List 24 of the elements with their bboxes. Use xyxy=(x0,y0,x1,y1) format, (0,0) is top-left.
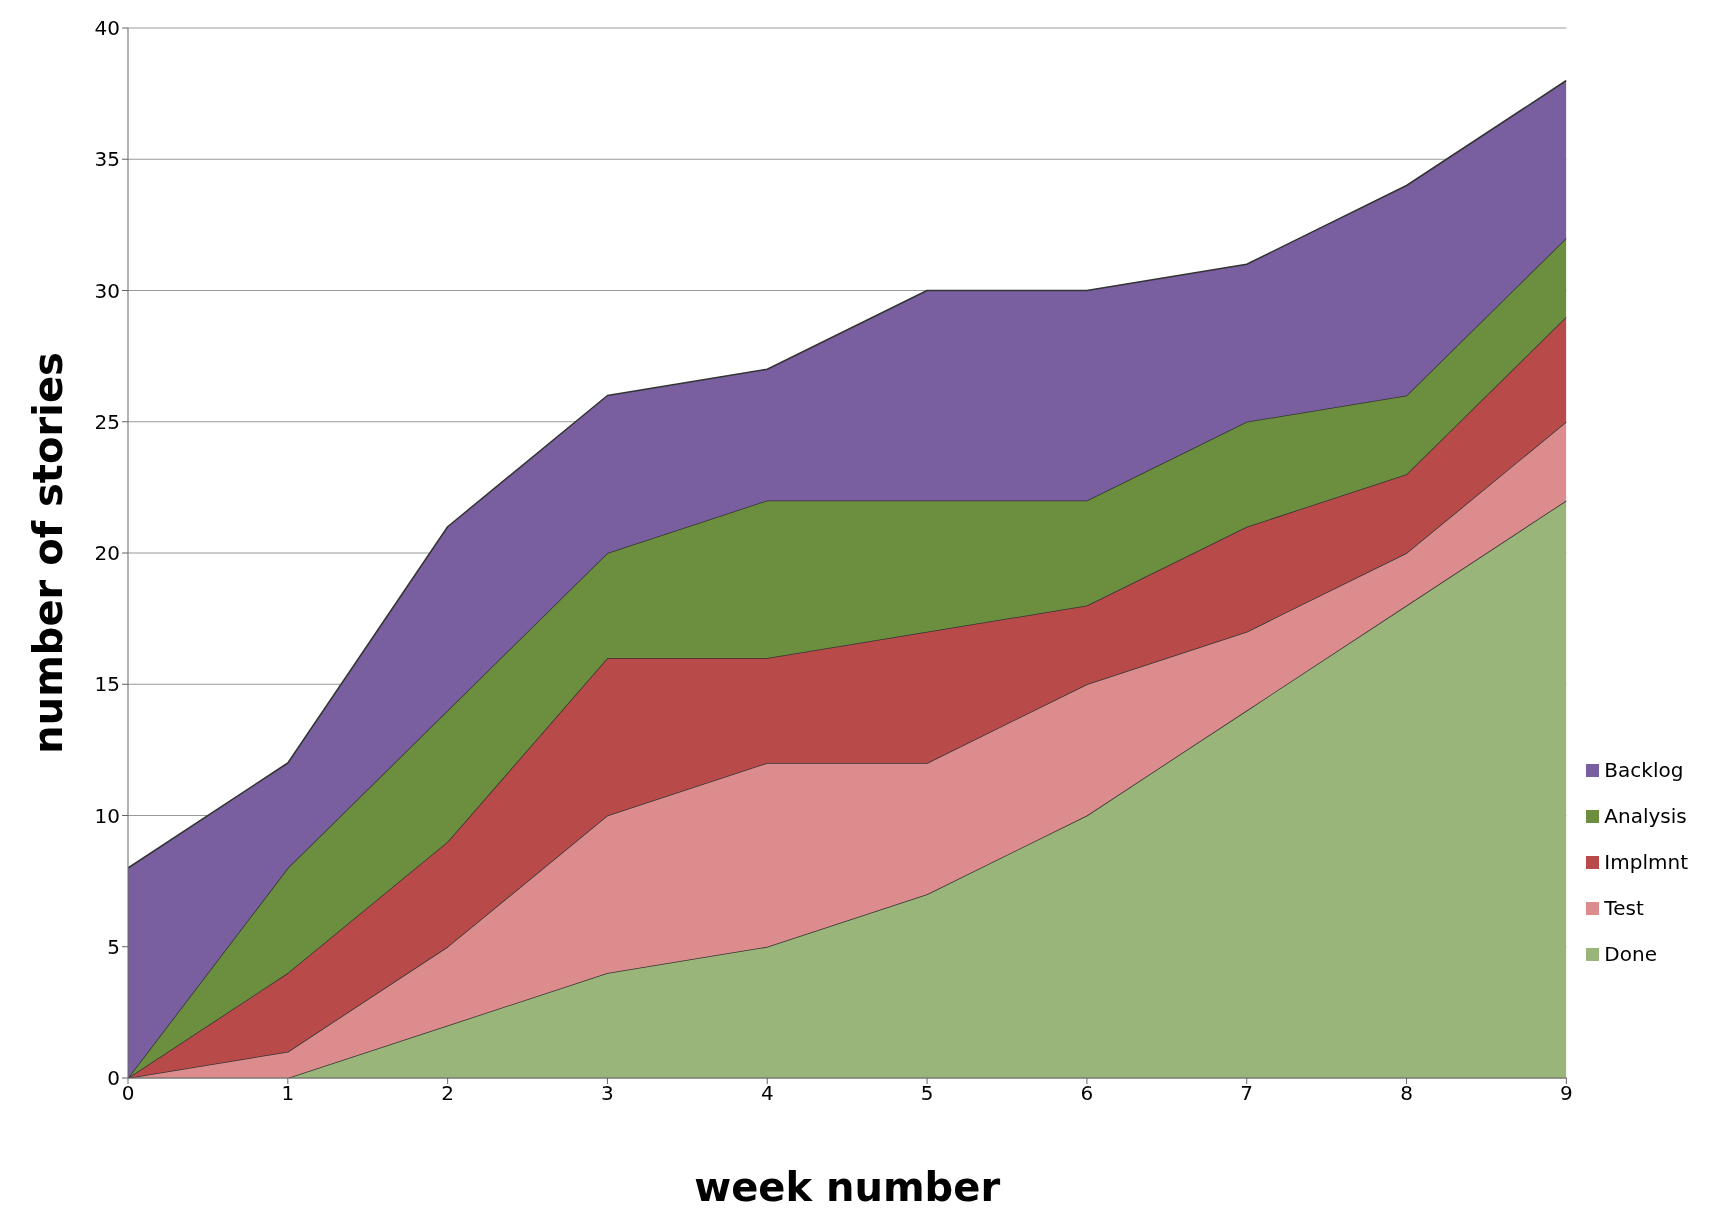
legend-label: Test xyxy=(1604,896,1644,920)
x-tick-label: 9 xyxy=(1559,1081,1573,1106)
y-tick-label: 30 xyxy=(94,278,120,303)
y-tick-label: 25 xyxy=(94,409,120,434)
y-tick-label: 20 xyxy=(94,541,120,566)
x-tick-label: 1 xyxy=(281,1081,295,1106)
x-tick-label: 4 xyxy=(760,1081,774,1106)
x-tick-label: 8 xyxy=(1400,1081,1413,1106)
x-tick-label: 7 xyxy=(1240,1081,1254,1106)
y-tick-label: 40 xyxy=(94,16,120,41)
y-tick-label: 5 xyxy=(107,934,120,959)
x-tick-label: 5 xyxy=(920,1081,934,1106)
x-tick-label: 6 xyxy=(1080,1081,1094,1106)
y-tick-label: 15 xyxy=(94,672,120,697)
y-tick-label: 35 xyxy=(94,147,120,172)
x-tick-label: 2 xyxy=(441,1081,454,1106)
legend-label: Analysis xyxy=(1604,804,1687,828)
legend-label: Done xyxy=(1604,942,1657,966)
legend-label: Implmnt xyxy=(1604,850,1688,874)
y-axis-title: number of stories xyxy=(25,352,72,754)
x-axis-title: week number xyxy=(694,1164,1001,1211)
y-tick-label: 10 xyxy=(94,803,120,828)
legend-label: Backlog xyxy=(1604,758,1684,782)
x-tick-label: 3 xyxy=(601,1081,614,1106)
